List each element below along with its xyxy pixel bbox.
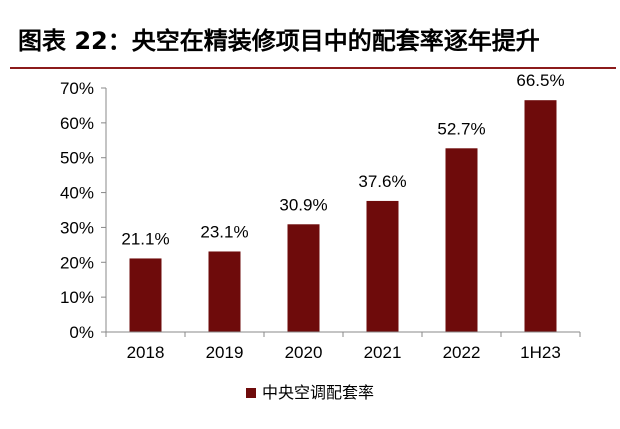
data-label-2021: 37.6% — [358, 172, 406, 191]
bar-2021 — [366, 200, 399, 332]
data-label-1H23: 66.5% — [516, 71, 564, 90]
y-tick-label: 10% — [60, 288, 94, 307]
bar-1H23 — [524, 100, 557, 332]
y-axis-ticks: 0% 10% 20% 30% 40% 50% 60% 70% — [60, 79, 106, 342]
figure-title: 图表 22：央空在精装修项目中的配套率逐年提升 — [18, 27, 540, 55]
x-tick-label: 2021 — [364, 343, 402, 362]
data-label-2020: 30.9% — [279, 195, 327, 214]
y-tick-label: 20% — [60, 253, 94, 272]
x-tick-label: 2022 — [443, 343, 481, 362]
legend-swatch — [245, 388, 256, 398]
data-label-2022: 52.7% — [437, 119, 485, 138]
x-axis-ticks: 2018 2019 2020 2021 2022 1H23 — [105, 332, 581, 362]
title-rule — [10, 67, 616, 69]
y-tick-label: 30% — [60, 218, 94, 237]
x-tick-label: 1H23 — [520, 343, 561, 362]
y-tick-label: 0% — [69, 323, 94, 342]
data-labels: 21.1% 23.1% 30.9% 37.6% 52.7% 66.5% — [121, 71, 564, 248]
x-tick-label: 2018 — [127, 343, 165, 362]
x-tick-label: 2020 — [285, 343, 323, 362]
y-tick-label: 40% — [60, 184, 94, 203]
bar-2020 — [287, 224, 320, 332]
bar-2019 — [208, 251, 241, 332]
y-tick-label: 70% — [60, 79, 94, 98]
bar-2018 — [129, 258, 162, 332]
y-tick-label: 60% — [60, 114, 94, 133]
data-label-2018: 21.1% — [121, 229, 169, 248]
bar-2022 — [445, 148, 478, 332]
x-tick-label: 2019 — [206, 343, 244, 362]
y-tick-label: 50% — [60, 149, 94, 168]
bars — [129, 100, 557, 332]
legend: 中央空调配套率 — [0, 383, 620, 403]
legend-label: 中央空调配套率 — [261, 383, 374, 402]
data-label-2019: 23.1% — [200, 222, 248, 241]
